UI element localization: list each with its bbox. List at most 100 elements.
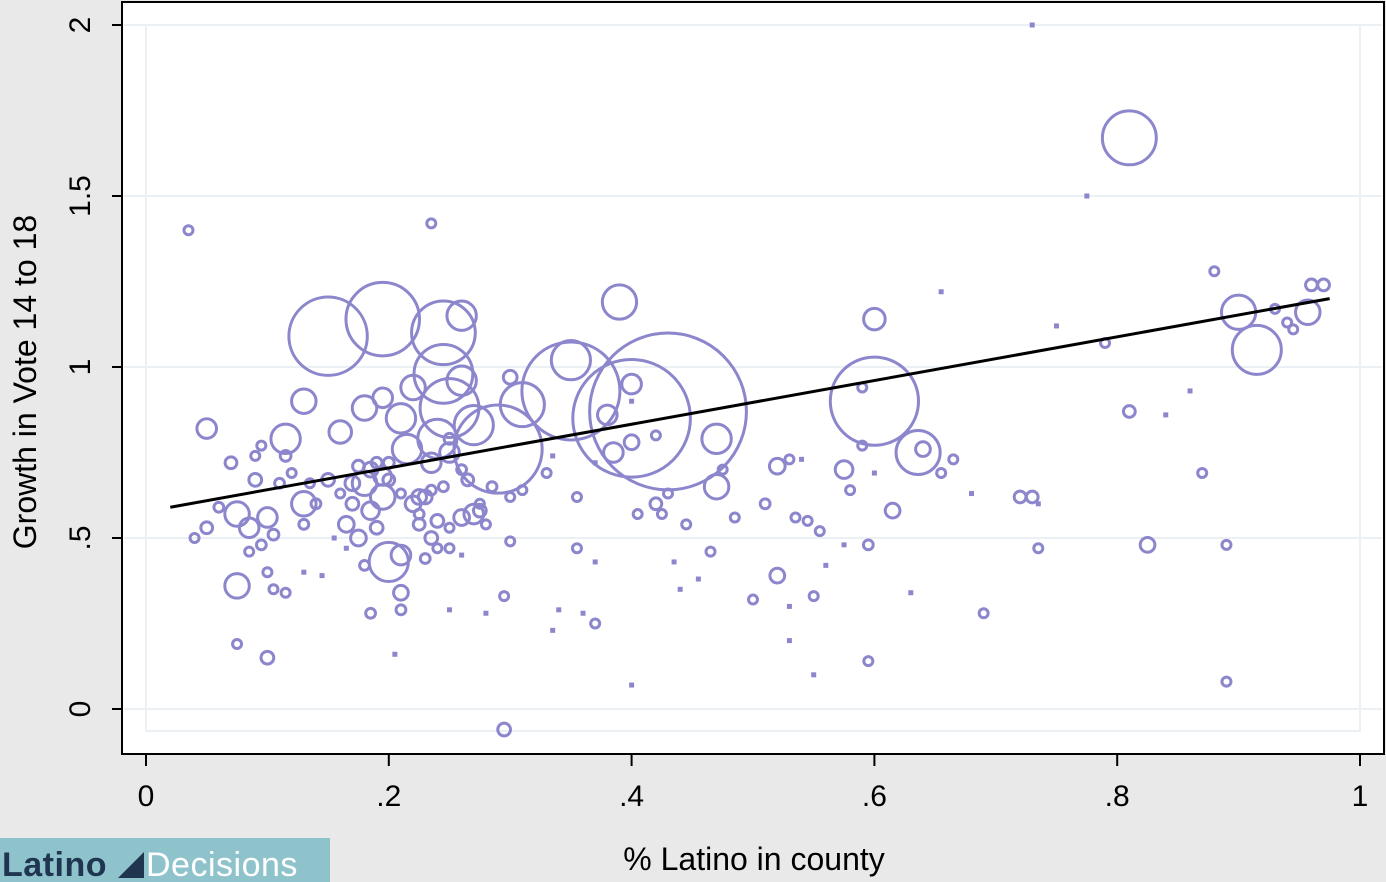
point-square [343,545,349,551]
point-circle [364,606,377,620]
point-circle [856,439,869,452]
point-circle [212,500,226,514]
point-circle [680,518,693,531]
point-square [392,651,398,657]
point-circle [496,721,513,738]
point-circle [297,517,311,531]
point-circle [223,455,239,471]
point-square [483,610,489,616]
point-circle [394,603,408,617]
point-circle [410,299,477,367]
point-square [550,453,556,459]
point-circle [767,456,787,476]
x-tick-label: 0 [138,780,155,813]
point-circle [237,516,261,540]
point-circle [935,467,948,480]
point-circle [571,358,692,479]
point-circle [914,440,932,458]
y-axis: 0 .5 1 1.5 2 [64,17,122,718]
point-circle [1294,298,1322,327]
point-circle [358,558,371,572]
point-circle [278,449,293,463]
point-circle [473,497,486,510]
point-circle [1024,489,1040,505]
point-circle [188,532,201,544]
point-circle [833,459,855,480]
point-circle [504,535,517,548]
point-circle [768,566,787,585]
point-circle [540,467,553,480]
x-tick-label: 1 [1352,780,1369,813]
point-circle [479,518,492,531]
point-circle [700,422,733,456]
point-square [447,607,452,613]
point-circle [392,583,410,602]
point-circle [622,433,641,452]
point-square [1054,323,1059,329]
point-circle [602,441,625,464]
point-circle [259,649,276,666]
point-square [592,460,598,466]
point-circle [1220,675,1233,688]
point-circle [600,283,639,321]
point-circle [862,306,887,332]
point-square [1163,412,1169,418]
x-axis-title: % Latino in county [623,841,885,877]
point-square [811,672,817,678]
point-circle [498,381,546,429]
point-square [938,289,944,295]
point-square [1029,22,1035,28]
point-circle [1316,277,1331,293]
x-tick-label: .8 [1105,780,1130,813]
point-circle [501,368,519,386]
point-circle [266,527,281,542]
point-circle [452,508,471,527]
point-square [841,542,847,548]
x-tick-label: .4 [619,780,644,813]
point-circle [1230,323,1283,376]
point-circle [231,638,244,651]
point-circle [704,545,717,558]
y-tick-label: 2 [64,17,97,34]
point-circle [290,490,318,518]
point-circle [516,484,529,497]
point-circle [360,500,381,521]
point-circle [344,495,361,512]
point-circle [662,487,675,500]
logo-text-latino: Latino [2,846,107,882]
point-circle [399,373,427,402]
point-circle [431,542,444,555]
point-circle [758,497,772,511]
point-square [331,535,337,541]
point-square [823,562,829,568]
point-circle [862,655,875,668]
point-circle [199,520,215,536]
point-circle [460,472,476,488]
point-square [871,470,877,476]
point-circle [443,542,456,555]
point-circle [977,607,990,620]
point-circle [394,487,407,500]
point-circle [589,617,602,630]
point-circle [844,484,857,497]
y-tick-label: 0 [64,701,97,718]
point-square [908,590,914,596]
point-circle [747,593,759,606]
point-circle [438,441,461,464]
point-circle [1032,542,1045,555]
point-circle [309,497,323,511]
point-circle [1287,323,1300,336]
point-circle [418,552,432,565]
point-circle [861,538,875,552]
point-square [1187,388,1193,394]
point-circle [452,404,495,447]
point-circle [498,590,511,603]
point-square [550,627,556,633]
x-tick-label: .2 [376,780,401,813]
point-circle [570,490,583,503]
point-circle [442,431,457,446]
point-circle [445,299,478,332]
y-axis-title: Growth in Vote 14 to 18 [7,215,43,549]
point-square [556,607,562,613]
point-circle [349,528,368,548]
